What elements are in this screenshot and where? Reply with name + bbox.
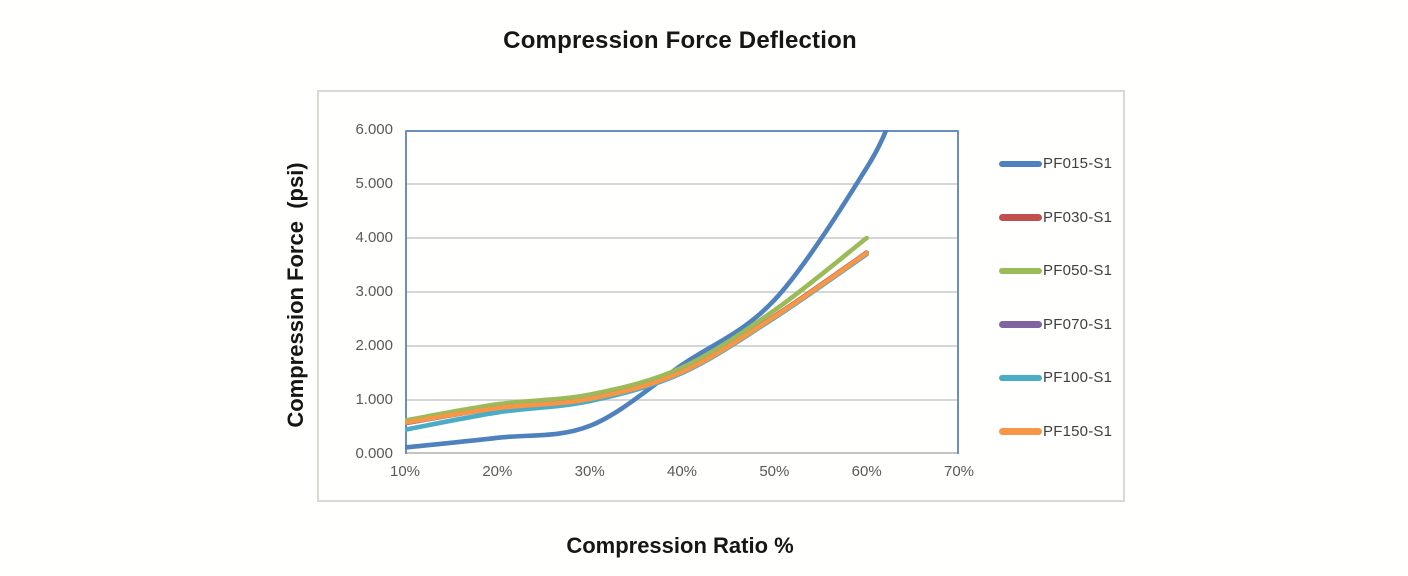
y-tick-label: 3.000: [355, 283, 393, 300]
series-line-PF150-S1: [405, 250, 869, 425]
legend-item-PF070-S1: PF070-S1: [999, 316, 1112, 334]
y-axis-title: Compression Force (psi): [283, 162, 308, 428]
series-line-PF050-S1: [405, 235, 869, 423]
series-line-PF015-S1: [405, 130, 889, 450]
legend-color-dash: [999, 160, 1042, 168]
legend-item-PF150-S1: PF150-S1: [999, 423, 1112, 441]
x-tick-label: 40%: [666, 463, 698, 480]
legend-label: PF070-S1: [1043, 315, 1113, 333]
legend-item-PF100-S1: PF100-S1: [999, 369, 1112, 387]
legend-color-dash: [999, 267, 1042, 275]
plot-border: [405, 130, 959, 454]
y-tick-label: 5.000: [355, 175, 393, 192]
x-axis-title: Compression Ratio %: [566, 533, 794, 558]
legend-label: PF050-S1: [1043, 262, 1113, 279]
legend-color-dash: [999, 321, 1042, 328]
chart-title: Compression Force Deflection: [503, 27, 857, 54]
x-tick-label: 30%: [574, 463, 605, 480]
x-tick-label: 20%: [482, 463, 513, 480]
x-tick-label: 10%: [389, 463, 421, 480]
legend-item-PF015-S1: PF015-S1: [999, 155, 1112, 173]
legend-label: PF030-S1: [1043, 208, 1113, 226]
legend-item-PF030-S1: PF030-S1: [999, 209, 1112, 227]
y-tick-label: 6.000: [355, 121, 393, 138]
chart-area: 6.000 5.000 4.000 3.000 2.000 1.000 0.000 10% 2…: [317, 90, 1125, 502]
y-tick-label: 1.000: [355, 391, 393, 408]
series-line-PF100-S1: [405, 251, 869, 432]
legend-item-PF050-S1: PF050-S1: [999, 262, 1112, 280]
plot-area: [405, 130, 959, 454]
legend-label: PF015-S1: [1043, 155, 1113, 172]
x-tick-label: 70%: [943, 463, 975, 480]
legend-label: PF100-S1: [1043, 369, 1113, 386]
y-tick-label: 2.000: [355, 337, 393, 354]
y-tick-label: 4.000: [355, 229, 393, 246]
y-tick-label: 0.000: [355, 445, 393, 462]
legend-color-dash: [999, 428, 1042, 435]
legend-label: PF150-S1: [1043, 422, 1113, 440]
legend: PF015-S1 PF030-S1 PF050-S1 PF070-S1 PF100-S1…: [999, 155, 1112, 441]
legend-color-dash: [999, 374, 1042, 382]
x-tick-label: 60%: [851, 463, 882, 480]
x-tick-label: 50%: [759, 463, 790, 480]
legend-color-dash: [999, 214, 1042, 221]
